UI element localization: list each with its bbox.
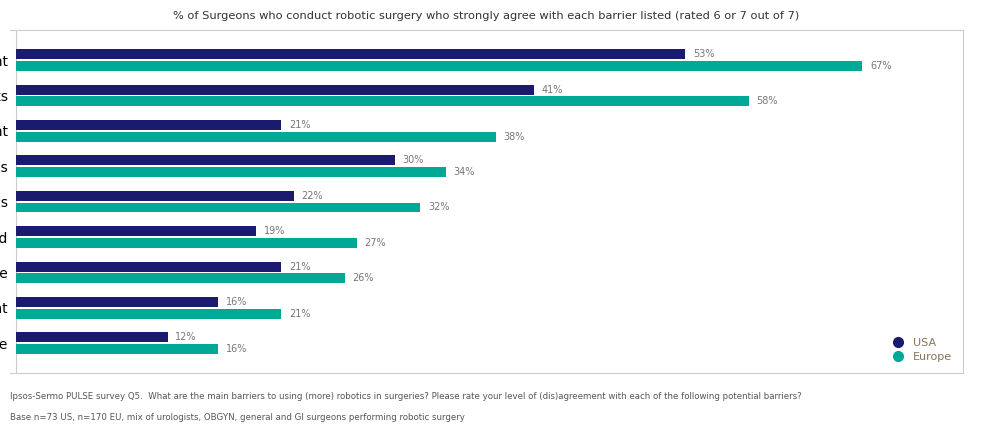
Bar (16, 61, 862, 71)
Bar (16, 308, 281, 319)
Text: 34%: 34% (453, 167, 475, 177)
Bar (16, 120, 281, 130)
Text: 26%: 26% (352, 273, 374, 283)
Title: % of Surgeons who conduct robotic surgery who strongly agree with each barrier l: % of Surgeons who conduct robotic surger… (173, 11, 800, 21)
Bar (16, 297, 218, 307)
Text: 27%: 27% (365, 238, 386, 248)
Legend: USA, Europe: USA, Europe (881, 332, 957, 368)
Text: 21%: 21% (289, 308, 311, 319)
Text: 16%: 16% (226, 344, 247, 354)
Text: 22%: 22% (302, 191, 323, 201)
Bar (16, 226, 257, 236)
Bar (16, 132, 496, 142)
Bar (16, 262, 281, 272)
Text: 41%: 41% (542, 85, 563, 95)
Bar (16, 97, 749, 106)
Bar (16, 238, 357, 248)
Text: 38%: 38% (503, 132, 525, 142)
Text: Base n=73 US, n=170 EU, mix of urologists, OBGYN, general and GI surgeons perfor: Base n=73 US, n=170 EU, mix of urologist… (10, 414, 465, 423)
Text: 67%: 67% (870, 61, 892, 71)
Bar (16, 191, 294, 201)
Bar (16, 273, 344, 283)
Bar (16, 85, 534, 95)
Bar (16, 49, 685, 59)
Bar (16, 155, 395, 165)
Text: 30%: 30% (403, 155, 424, 166)
Text: 21%: 21% (289, 262, 311, 272)
Text: 12%: 12% (175, 332, 197, 342)
Text: 32%: 32% (428, 202, 449, 212)
Bar (16, 202, 421, 212)
Text: 16%: 16% (226, 297, 247, 307)
Bar (16, 332, 168, 342)
Text: Ipsos-Sermo PULSE survey Q5.  What are the main barriers to using (more) robotic: Ipsos-Sermo PULSE survey Q5. What are th… (10, 392, 801, 401)
Text: 19%: 19% (263, 226, 285, 236)
Text: 53%: 53% (693, 49, 715, 59)
Bar (16, 167, 445, 177)
Text: 58%: 58% (756, 97, 778, 106)
Text: 21%: 21% (289, 120, 311, 130)
Bar (16, 344, 218, 354)
